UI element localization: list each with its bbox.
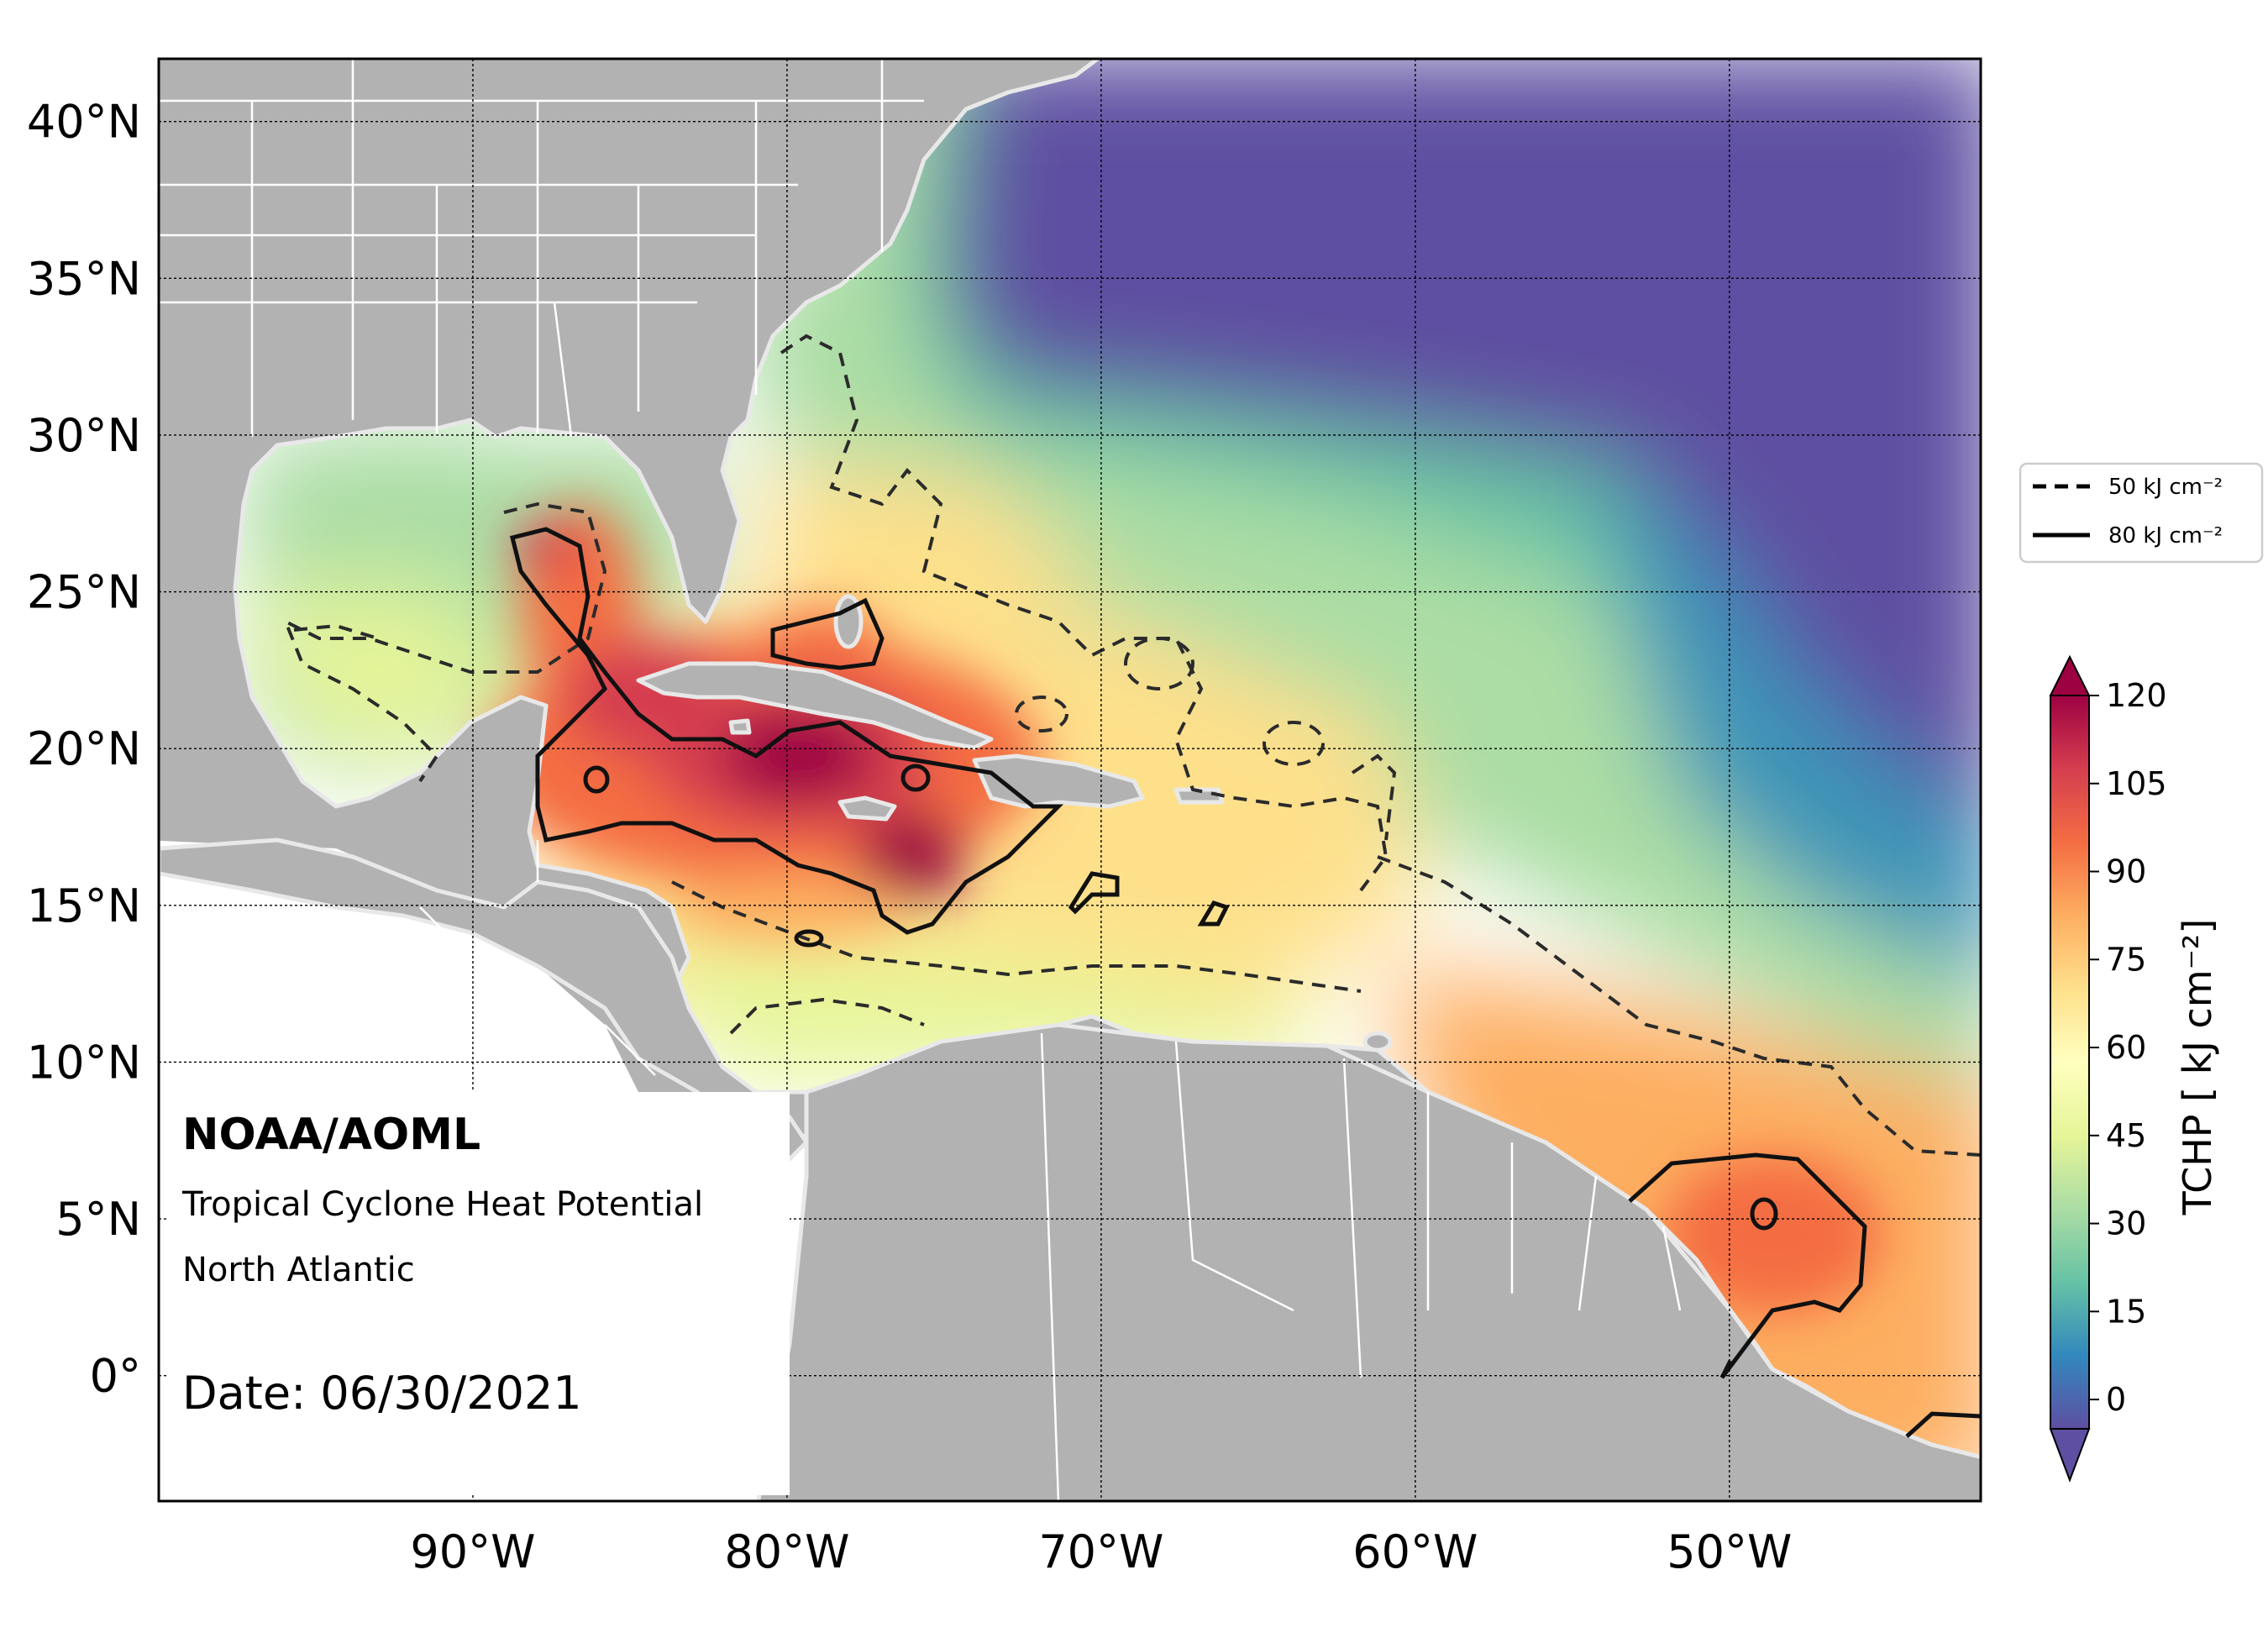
hotspot-max (722, 710, 874, 802)
lat-tick-label: 20°N (27, 722, 141, 775)
colorbar-tick-label: 30 (2106, 1205, 2146, 1242)
contour-80-guiana (1628, 1152, 1867, 1379)
hotspot-guiana (1663, 1155, 1882, 1315)
island-andros (833, 594, 864, 649)
contour-50-ring3 (1015, 696, 1068, 732)
contour-50-atlantic (780, 333, 1389, 892)
contour-50-caribbean-south (671, 880, 1362, 993)
land-central-america (159, 837, 809, 1162)
contour-80-ring-east (900, 764, 931, 792)
contour-80-guiana-sw (1905, 1411, 1981, 1438)
contour-80 (509, 527, 1981, 1438)
colorbar-tick-label: 15 (2106, 1293, 2146, 1330)
longitude-tick-labels: 90°W 80°W 70°W 60°W 50°W (410, 1525, 1792, 1578)
info-product: Tropical Cyclone Heat Potential (181, 1185, 703, 1224)
contour-50-gulf (282, 501, 607, 783)
borders (159, 59, 1682, 1501)
legend-dashed-label: 50 kJ cm⁻² (2108, 475, 2223, 500)
contour-80-guiana-ring (1750, 1197, 1778, 1231)
lat-tick-label: 30°N (27, 409, 141, 462)
contour-50-gulf-west (293, 623, 379, 640)
colorbar-tick-label: 120 (2106, 677, 2167, 714)
lon-tick-label: 70°W (1038, 1525, 1163, 1578)
colorbar-tick-label: 60 (2106, 1029, 2146, 1066)
lat-tick-label: 10°N (27, 1036, 141, 1089)
country-borders (419, 840, 1682, 1501)
island-jamaica (837, 795, 897, 822)
lon-tick-label: 60°W (1352, 1525, 1478, 1578)
contour-80-small (1197, 900, 1230, 927)
lat-tick-label: 15°N (27, 879, 141, 932)
map-panel: NOAA/AOML Tropical Cyclone Heat Potentia… (159, 59, 1981, 1501)
colorbar: 0 15 30 45 60 75 90 105 120 TCHP [ kJ cm⁻²] (2049, 654, 2220, 1483)
field-warm-gulf2 (252, 588, 521, 756)
lat-tick-label: 0° (90, 1350, 141, 1403)
hotspot-colombia (672, 874, 907, 941)
colorbar-tick-label: 75 (2106, 941, 2146, 978)
legend-solid-label: 80 kJ cm⁻² (2108, 523, 2223, 549)
contour-50-ring2 (1263, 721, 1325, 766)
island-cuba (636, 661, 994, 750)
colorbar-body (2050, 695, 2090, 1430)
contour-50-guiana (1377, 855, 1981, 1157)
island-isle-of-youth (728, 718, 752, 735)
contour-50-colombia (729, 997, 925, 1035)
lat-tick-label: 35°N (27, 252, 141, 305)
contour-80-ring-west (583, 765, 610, 794)
contour-80-florida-straits (770, 597, 885, 670)
contour-50-ring1 (1124, 637, 1194, 690)
contour-80-pr-south (1068, 871, 1120, 915)
contour-50 (282, 333, 1981, 1157)
colorbar-tick-label: 45 (2106, 1117, 2146, 1154)
field-blue (1596, 470, 1981, 984)
map-frame (157, 57, 1982, 1503)
contour-80-ring-south (794, 929, 824, 948)
latitude-tick-labels: 0° 5°N 10°N 15°N 20°N 25°N 30°N 35°N 40°N (27, 96, 141, 1403)
colorbar-tick-label: 90 (2106, 853, 2146, 890)
colorbar-tick-label: 105 (2106, 765, 2167, 802)
lon-tick-label: 50°W (1667, 1525, 1792, 1578)
info-date: Date: 06/30/2021 (182, 1367, 582, 1420)
lon-tick-label: 80°W (724, 1525, 849, 1578)
state-borders (159, 59, 924, 438)
lat-tick-label: 5°N (55, 1193, 141, 1246)
island-puerto-rico (1173, 787, 1225, 805)
colorbar-ticks: 0 15 30 45 60 75 90 105 120 (2089, 677, 2167, 1418)
tchp-hotspots (487, 504, 1882, 1315)
hotspot-jamaica-south (857, 811, 966, 903)
field-coldest (949, 59, 1981, 828)
contour-legend: 50 kJ cm⁻² 80 kJ cm⁻² (2019, 462, 2264, 564)
colorbar-tick-label: 0 (2106, 1381, 2126, 1418)
lat-tick-label: 25°N (27, 566, 141, 619)
info-org: NOAA/AOML (182, 1110, 480, 1160)
colorbar-extend-top (2049, 654, 2091, 696)
lon-tick-label: 90°W (410, 1525, 535, 1578)
info-box-background (168, 1092, 790, 1495)
colorbar-extend-bottom (2049, 1428, 2091, 1483)
lat-tick-label: 40°N (27, 96, 141, 149)
island-trinidad (1362, 1031, 1393, 1053)
contour-80-main (509, 527, 1064, 935)
colorbar-label: TCHP [ kJ cm⁻²] (2175, 919, 2220, 1216)
info-region: North Atlantic (182, 1251, 415, 1289)
